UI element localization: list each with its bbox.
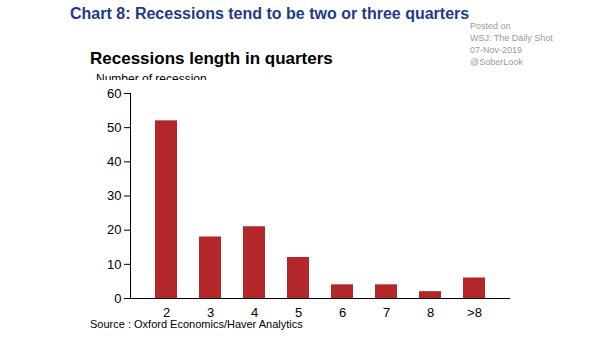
html-text:Posted on: Posted on xyxy=(470,21,511,31)
html-text:Chart 8: Recessions tend to be: Chart 8: Recessions tend to be two or th… xyxy=(70,5,470,22)
svg-text:50: 50 xyxy=(107,120,121,135)
svg-text:8: 8 xyxy=(427,305,434,320)
svg-text:30: 30 xyxy=(107,188,121,203)
svg-text:0: 0 xyxy=(114,291,121,306)
html-text:07-Nov-2019: 07-Nov-2019 xyxy=(470,45,522,55)
html-text:@SoberLook: @SoberLook xyxy=(470,57,523,67)
html-text:WSJ: The Daily Shot: WSJ: The Daily Shot xyxy=(470,33,553,43)
html-text:Recessions length in quarters: Recessions length in quarters xyxy=(90,49,333,68)
svg-text:40: 40 xyxy=(107,154,121,169)
svg-text:5: 5 xyxy=(295,305,302,320)
svg-text:>8: >8 xyxy=(467,305,482,320)
svg-text:7: 7 xyxy=(383,305,390,320)
svg-text:6: 6 xyxy=(339,305,346,320)
svg-text:4: 4 xyxy=(251,305,258,320)
svg-text:60: 60 xyxy=(107,86,121,101)
svg-text:2: 2 xyxy=(163,305,170,320)
html-text:Number of recession: Number of recession xyxy=(96,72,207,86)
svg-text:3: 3 xyxy=(207,305,214,320)
svg-text:10: 10 xyxy=(107,256,121,271)
html-text:Source : Oxford Economics/Have: Source : Oxford Economics/Haver Analytic… xyxy=(90,318,303,330)
svg-text:20: 20 xyxy=(107,222,121,237)
